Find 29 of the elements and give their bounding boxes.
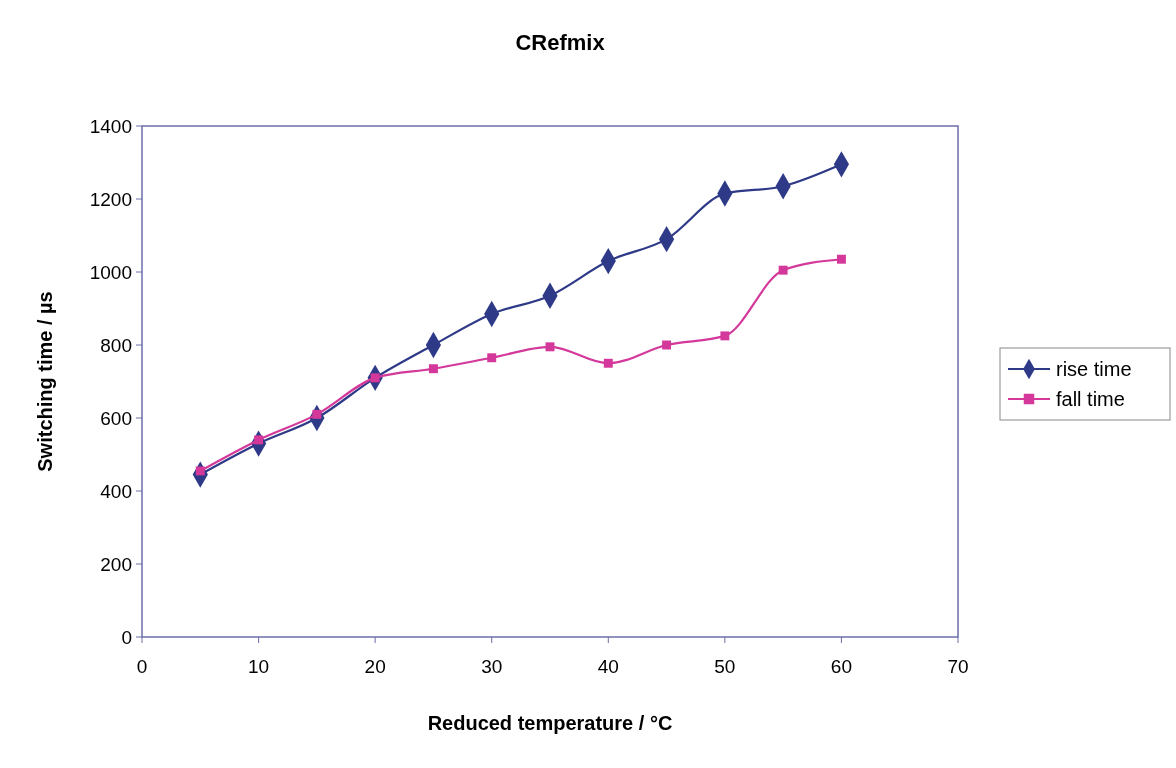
- y-tick-label: 200: [100, 553, 132, 575]
- point: [487, 353, 497, 363]
- x-tick-label: 30: [481, 656, 503, 677]
- x-tick-label: 50: [714, 656, 736, 677]
- point: [836, 254, 846, 264]
- y-tick-label: 800: [100, 334, 132, 356]
- x-tick-label: 10: [248, 656, 270, 677]
- x-tick-label: 20: [364, 656, 386, 677]
- y-tick-label: 1000: [89, 261, 132, 283]
- x-axis-title: Reduced temperature / °C: [427, 712, 673, 734]
- point: [428, 364, 438, 374]
- x-tick-label: 0: [136, 656, 148, 677]
- y-tick-label: 1400: [89, 115, 132, 137]
- legend-label: fall time: [1056, 388, 1125, 410]
- point: [662, 340, 672, 350]
- x-tick-label: 40: [597, 656, 619, 677]
- x-tick-label: 70: [947, 656, 969, 677]
- x-tick-label: 60: [830, 656, 852, 677]
- y-axis-title: Switching time / µs: [34, 291, 56, 472]
- y-tick-label: 600: [100, 407, 132, 429]
- y-tick-label: 1200: [89, 188, 132, 210]
- point: [720, 331, 730, 341]
- point: [778, 265, 788, 275]
- chart-title: CRefmix: [515, 30, 606, 55]
- y-tick-label: 0: [121, 626, 132, 648]
- y-tick-label: 400: [100, 480, 132, 502]
- point: [603, 358, 613, 368]
- point: [545, 342, 555, 352]
- legend-label: rise time: [1056, 358, 1132, 380]
